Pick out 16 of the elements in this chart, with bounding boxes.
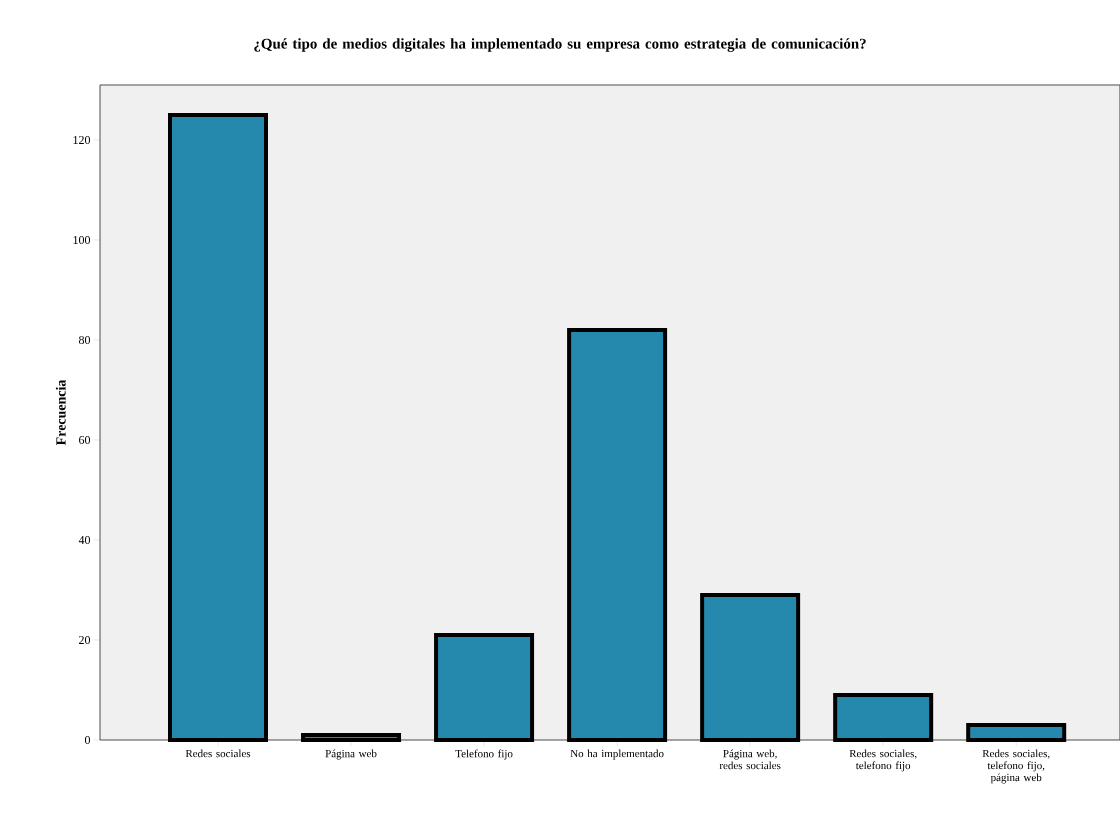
y-tick-label: 60 (79, 435, 91, 445)
x-tick-label: Página web, redes sociales (719, 749, 781, 770)
y-tick-label: 100 (73, 235, 91, 245)
x-tick-label: Telefono fijo (455, 749, 513, 760)
x-tick-label: No ha implementado (570, 749, 664, 760)
x-tick-label: Redes sociales (185, 749, 251, 758)
x-tick-label: Redes sociales, telefono fijo (849, 749, 917, 772)
x-tick-label: Página web (325, 749, 377, 760)
y-axis-title: Frecuencia (55, 379, 66, 446)
y-tick-label: 40 (78, 535, 91, 545)
y-tick-label: 120 (73, 135, 91, 145)
x-tick-label: Redes sociales, telefono fijo, página web (982, 749, 1050, 784)
y-tick-label: 20 (79, 635, 91, 645)
chart-title: ¿Qué tipo de medios digitales ha implementado su empresa como estrategia de comunicación? (254, 38, 866, 52)
y-tick-label: 0 (84, 735, 91, 745)
y-tick-label: 80 (78, 335, 91, 345)
